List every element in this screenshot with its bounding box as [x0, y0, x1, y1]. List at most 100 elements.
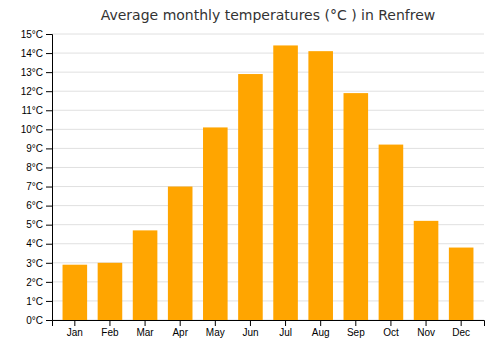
- tick: 14°C: [21, 48, 52, 59]
- tick-mark: [46, 282, 52, 283]
- grid-line: [52, 110, 484, 111]
- tick-mark: [320, 320, 321, 326]
- tick-mark: [46, 225, 52, 226]
- grid-line: [52, 186, 484, 187]
- tick-label: Oct: [383, 327, 399, 338]
- y-axis: 0°C 1°C 2°C 3°C 4°C 5°C 6°C 7°C 8°C 9°C 10°C 11°C 12…: [21, 29, 53, 326]
- tick-label: Jul: [279, 327, 292, 338]
- tick-label: 8°C: [26, 162, 43, 173]
- tick-label: 7°C: [26, 181, 43, 192]
- tick-mark: [46, 206, 52, 207]
- tick-label: 5°C: [26, 219, 43, 230]
- tick: 12°C: [21, 86, 52, 97]
- tick-mark: [74, 320, 75, 326]
- tick-label: 1°C: [26, 296, 43, 307]
- bars: [63, 45, 474, 320]
- grid-line: [52, 129, 484, 130]
- tick: Aug: [312, 320, 330, 338]
- tick-mark: [250, 320, 251, 326]
- tick-label: 3°C: [26, 258, 43, 269]
- tick-label: 9°C: [26, 143, 43, 154]
- tick-label: Mar: [136, 327, 154, 338]
- tick: 2°C: [26, 277, 52, 288]
- tick: 15°C: [21, 29, 52, 40]
- tick-mark: [46, 129, 52, 130]
- tick-mark: [46, 263, 52, 264]
- tick-label: Jan: [67, 327, 83, 338]
- tick-label: Sep: [347, 327, 365, 338]
- grid-line: [52, 72, 484, 73]
- tick: Jul: [279, 320, 292, 338]
- tick-label: Apr: [172, 327, 188, 338]
- bar: [133, 230, 158, 320]
- tick: 3°C: [26, 258, 52, 269]
- bar: [414, 221, 439, 320]
- bar: [63, 265, 88, 320]
- tick: 1°C: [26, 296, 52, 307]
- tick-mark: [109, 320, 110, 326]
- tick-mark: [46, 244, 52, 245]
- grid: [52, 34, 484, 320]
- chart: 0°C 1°C 2°C 3°C 4°C 5°C 6°C 7°C 8°C 9°C 10°C 11°C 12…: [0, 0, 500, 350]
- bar: [308, 51, 333, 320]
- tick: Oct: [383, 320, 399, 338]
- tick-mark: [355, 320, 356, 326]
- tick-mark: [46, 148, 52, 149]
- tick-mark: [46, 320, 52, 321]
- tick: Jan: [67, 320, 83, 338]
- bar: [203, 127, 228, 320]
- tick: Mar: [136, 320, 154, 338]
- tick: 5°C: [26, 219, 52, 230]
- tick: 9°C: [26, 143, 52, 154]
- bar: [379, 145, 404, 320]
- tick-mark: [46, 301, 52, 302]
- bar: [98, 263, 123, 320]
- grid-line: [52, 53, 484, 54]
- tick-mark: [180, 320, 181, 326]
- tick: 11°C: [21, 105, 52, 116]
- bar: [168, 187, 193, 320]
- tick-label: 6°C: [26, 200, 43, 211]
- tick: Feb: [101, 320, 119, 338]
- tick-mark: [46, 53, 52, 54]
- bar: [449, 248, 474, 320]
- tick-label: 0°C: [26, 315, 43, 326]
- tick: Dec: [452, 320, 470, 338]
- tick-mark: [215, 320, 216, 326]
- tick-label: 12°C: [21, 86, 43, 97]
- tick-label: Nov: [417, 327, 435, 338]
- bar: [344, 93, 369, 320]
- tick: 6°C: [26, 200, 52, 211]
- tick-label: 2°C: [26, 277, 43, 288]
- tick: 4°C: [26, 238, 52, 249]
- tick-mark: [46, 34, 52, 35]
- tick-label: 13°C: [21, 67, 43, 78]
- tick: 7°C: [26, 181, 52, 192]
- bar: [273, 45, 298, 320]
- x-axis: Jan Feb Mar Apr May Jun Jul Aug Sep Oct Nov Dec: [53, 320, 485, 338]
- tick-mark: [285, 320, 286, 326]
- tick-label: 10°C: [21, 124, 43, 135]
- tick-mark: [426, 320, 427, 326]
- tick-label: May: [206, 327, 225, 338]
- tick-mark: [46, 110, 52, 111]
- tick: 8°C: [26, 162, 52, 173]
- plot: 0°C 1°C 2°C 3°C 4°C 5°C 6°C 7°C 8°C 9°C 10°C 11°C 12…: [21, 29, 485, 338]
- tick: 10°C: [21, 124, 52, 135]
- axis-line: [46, 35, 53, 321]
- grid-line: [52, 205, 484, 206]
- grid-line: [52, 167, 484, 168]
- tick-mark: [461, 320, 462, 326]
- tick: Sep: [347, 320, 365, 338]
- tick-label: Aug: [312, 327, 330, 338]
- grid-line: [52, 91, 484, 92]
- tick-label: 15°C: [21, 29, 43, 40]
- tick-mark: [46, 187, 52, 188]
- tick: 13°C: [21, 67, 52, 78]
- tick: Apr: [172, 320, 188, 338]
- title: Average monthly temperatures (°C ) in Re…: [101, 7, 436, 23]
- tick-mark: [145, 320, 146, 326]
- tick-mark: [390, 320, 391, 326]
- tick: Jun: [242, 320, 258, 338]
- tick-label: 14°C: [21, 48, 43, 59]
